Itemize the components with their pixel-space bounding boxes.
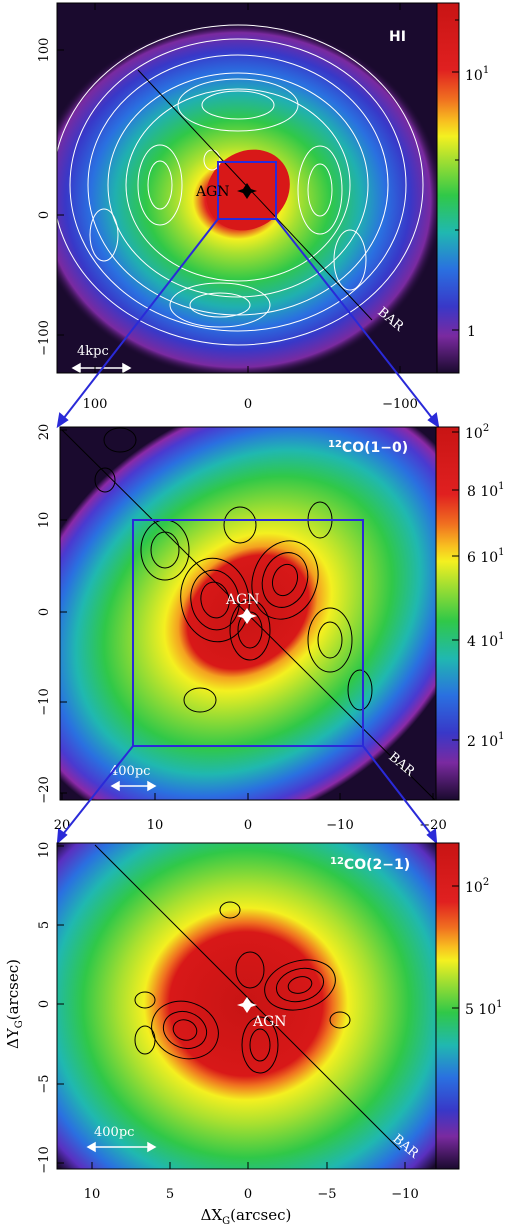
co10-scale-bar bbox=[110, 780, 157, 792]
co21-xtick-3: −5 bbox=[317, 1187, 336, 1202]
zoom-lines-co10-to-co21 bbox=[56, 745, 438, 845]
hi-ytick-2: −100 bbox=[37, 320, 52, 356]
co10-ytick-4: −20 bbox=[37, 776, 52, 803]
co10-colorbar-label-3: 4 101 bbox=[467, 631, 505, 650]
hi-bar-line bbox=[137, 69, 373, 321]
co10-xtick-3: −10 bbox=[326, 818, 353, 833]
co10-ytick-2: 0 bbox=[37, 608, 52, 616]
co21-xtick-0: 10 bbox=[84, 1187, 101, 1202]
co21-xtick-4: −10 bbox=[391, 1187, 418, 1202]
co21-ytick-4: −10 bbox=[37, 1146, 52, 1173]
hi-ytick-1: 0 bbox=[37, 211, 52, 219]
zoom-lines-hi-to-co10 bbox=[56, 218, 440, 429]
co21-agn-marker bbox=[237, 997, 257, 1013]
hi-ytick-0: 100 bbox=[37, 38, 52, 63]
co21-bar-line bbox=[94, 844, 401, 1151]
hi-colorbar-label-0: 101 bbox=[465, 65, 489, 84]
co10-panel-label: 12CO(1−0) bbox=[328, 439, 408, 456]
co21-emission-map bbox=[57, 843, 436, 1169]
co10-colorbar-label-1: 8 101 bbox=[467, 481, 505, 500]
hi-contours bbox=[57, 24, 424, 346]
co21-ytick-2: 0 bbox=[37, 1000, 52, 1008]
co10-colorbar-label-0: 102 bbox=[465, 423, 489, 442]
co10-ticks bbox=[60, 429, 434, 800]
hi-xtick-1: 0 bbox=[244, 397, 252, 412]
co10-ytick-1: 10 bbox=[37, 512, 52, 529]
co21-ticks bbox=[57, 845, 406, 1169]
co21-ytick-3: −5 bbox=[37, 1074, 52, 1093]
hi-ticks bbox=[57, 3, 401, 373]
panel-co10: AGN 12CO(1−0) BAR 400pc 20 10 0 −10 −20 … bbox=[37, 423, 505, 833]
panel-hi: AGN HI BAR 4kpc 100 0 −100 100 0 −100 10… bbox=[37, 2, 489, 412]
co21-xlabel: ΔXG(arcsec) bbox=[201, 1206, 292, 1226]
co21-colorbar-label-0: 102 bbox=[465, 877, 489, 896]
hi-zoom-box bbox=[217, 161, 277, 220]
co10-scale-bar-label: 400pc bbox=[110, 764, 150, 779]
hi-agn-label: AGN bbox=[195, 184, 230, 200]
co21-ytick-1: 5 bbox=[37, 921, 52, 929]
hi-colorbar-label-1: 1 bbox=[467, 324, 476, 340]
co21-colorbar bbox=[435, 842, 460, 1170]
co21-colorbar-ticks bbox=[452, 885, 459, 1009]
hi-agn-marker bbox=[237, 183, 257, 199]
hi-xtick-0: 100 bbox=[83, 397, 108, 412]
co21-agn-label: AGN bbox=[252, 1014, 287, 1030]
co21-scale-bar bbox=[86, 1141, 157, 1153]
hi-colorbar-ticks bbox=[452, 19, 459, 331]
hi-colorbar bbox=[436, 2, 460, 374]
hi-xtick-2: −100 bbox=[382, 397, 418, 412]
panel-co21: AGN 12CO(2−1) BAR 400pc 10 5 0 −5 −10 10… bbox=[4, 842, 503, 1226]
co10-ytick-0: 20 bbox=[37, 424, 52, 441]
co10-ytick-3: −10 bbox=[37, 688, 52, 715]
co21-xtick-1: 5 bbox=[166, 1187, 174, 1202]
hi-scale-bar-label: 4kpc bbox=[77, 344, 109, 359]
co21-scale-bar-label: 400pc bbox=[94, 1125, 134, 1140]
co10-agn-label: AGN bbox=[225, 592, 260, 608]
co10-colorbar-ticks bbox=[452, 431, 459, 741]
co21-colorbar-label-1: 5 101 bbox=[465, 999, 503, 1018]
hi-panel-label: HI bbox=[389, 29, 406, 45]
co21-ytick-0: 10 bbox=[37, 842, 52, 859]
co21-xtick-2: 0 bbox=[244, 1187, 252, 1202]
co21-ylabel: ΔYG(arcsec) bbox=[4, 959, 25, 1049]
co10-colorbar bbox=[435, 426, 460, 801]
co10-zoom-box bbox=[132, 519, 364, 747]
co10-agn-marker bbox=[237, 608, 257, 624]
co21-panel-label: 12CO(2−1) bbox=[330, 856, 410, 873]
co10-colorbar-label-2: 6 101 bbox=[467, 547, 505, 566]
co10-xtick-1: 10 bbox=[147, 818, 164, 833]
co10-colorbar-label-4: 2 101 bbox=[467, 731, 505, 750]
co10-xtick-2: 0 bbox=[244, 818, 252, 833]
co10-xtick-0: 20 bbox=[54, 818, 71, 833]
co21-contours bbox=[134, 901, 351, 1074]
